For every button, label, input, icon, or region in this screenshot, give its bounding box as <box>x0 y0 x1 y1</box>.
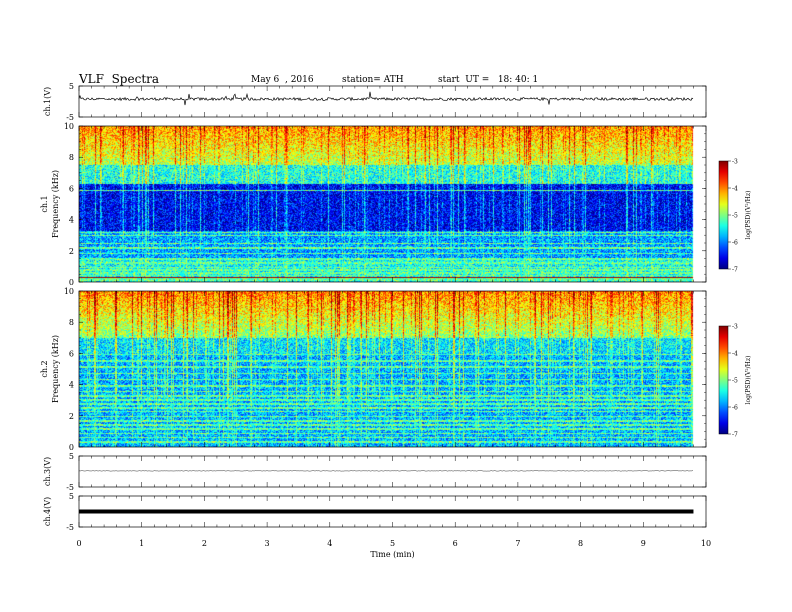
ch3-wave-y-label: ch.3(V) <box>43 457 52 486</box>
figure-title: VLF Spectra <box>79 72 160 86</box>
ch2-spec-y-label-unit: Frequency (kHz) <box>51 335 60 403</box>
station-label: station= ATH <box>342 75 404 85</box>
ch2-spec-y-tick-label: 4 <box>69 381 74 390</box>
x-tick-label: 1 <box>139 539 144 548</box>
ch2-spec-colorbar-tick-label: -5 <box>732 378 738 385</box>
ch1-wave-y-tick-label: 5 <box>69 82 74 91</box>
x-tick-label: 4 <box>327 539 332 548</box>
spectrogram-image-2 <box>79 291 706 447</box>
ch2-spec-colorbar-label: log(PSD)(V²/Hz) <box>745 356 752 405</box>
ch1-trace <box>78 91 694 106</box>
ch1-spec-y-tick-label: 6 <box>69 184 74 193</box>
ch2-spec-y-tick-label: 8 <box>69 318 74 327</box>
ch1-spec-y-tick-label: 0 <box>69 278 74 287</box>
ch1-spec-colorbar-tick-label: -4 <box>732 186 738 193</box>
ch1-spec-colorbar <box>718 160 729 270</box>
ch4-wave-y-tick-label: 5 <box>69 492 74 501</box>
x-tick-label: 6 <box>453 539 458 548</box>
x-axis-label: Time (min) <box>370 550 414 559</box>
start-time-label: start UT = 18: 40: 1 <box>438 75 539 85</box>
ch1-spec-y-tick-label: 4 <box>69 216 74 225</box>
ch1-spec-colorbar-tick-label: -5 <box>732 213 738 220</box>
ch1-spec-colorbar-tick-label: -7 <box>732 267 738 274</box>
ch2-spec-y-tick-label: 6 <box>69 349 74 358</box>
x-tick-label: 9 <box>641 539 646 548</box>
ch2-spec-colorbar <box>718 325 729 435</box>
ch2-spec-y-tick-label: 2 <box>69 412 74 421</box>
x-tick-label: 7 <box>515 539 520 548</box>
ch1-spec-y-tick-label: 8 <box>69 153 74 162</box>
ch4-wave-y-label: ch.4(V) <box>43 497 52 526</box>
ch1-spec-y-tick-label: 10 <box>64 122 74 131</box>
ch2-spec-colorbar-tick-label: -6 <box>732 405 738 412</box>
ch2-spec-y-tick-label: 0 <box>69 443 74 452</box>
ch2-spec-colorbar-tick-label: -7 <box>732 432 738 439</box>
ch3-wave-y-tick-label: -5 <box>66 483 74 492</box>
ch1-wave-y-label: ch.1(V) <box>43 87 52 116</box>
x-tick-label: 5 <box>390 539 395 548</box>
spectrogram-image-1 <box>79 126 706 282</box>
x-tick-label: 10 <box>701 539 711 548</box>
ch3-wave-y-tick-label: 5 <box>69 452 74 461</box>
x-tick-label: 2 <box>202 539 207 548</box>
x-tick-label: 8 <box>578 539 583 548</box>
date-label: May 6 , 2016 <box>251 75 314 85</box>
ch3-trace <box>78 470 694 472</box>
ch1-spec-colorbar-tick-label: -3 <box>732 159 738 166</box>
ch2-spec-y-tick-label: 10 <box>64 287 74 296</box>
ch1-spec-colorbar-label: log(PSD)(V²/Hz) <box>745 191 752 240</box>
x-tick-label: 3 <box>265 539 270 548</box>
ch2-spec-y-label-channel: ch.2 <box>40 360 49 377</box>
ch1-spec-y-tick-label: 2 <box>69 247 74 256</box>
ch1-spec-y-label-channel: ch.1 <box>40 195 49 212</box>
x-tick-label: 0 <box>76 539 81 548</box>
ch2-spec-colorbar-tick-label: -3 <box>732 324 738 331</box>
ch1-wave-y-tick-label: -5 <box>66 113 74 122</box>
ch1-spec-y-label-unit: Frequency (kHz) <box>51 170 60 238</box>
ch1-spec-colorbar-tick-label: -6 <box>732 240 738 247</box>
ch2-spec-colorbar-tick-label: -4 <box>732 351 738 358</box>
ch4-wave-y-tick-label: -5 <box>66 523 74 532</box>
